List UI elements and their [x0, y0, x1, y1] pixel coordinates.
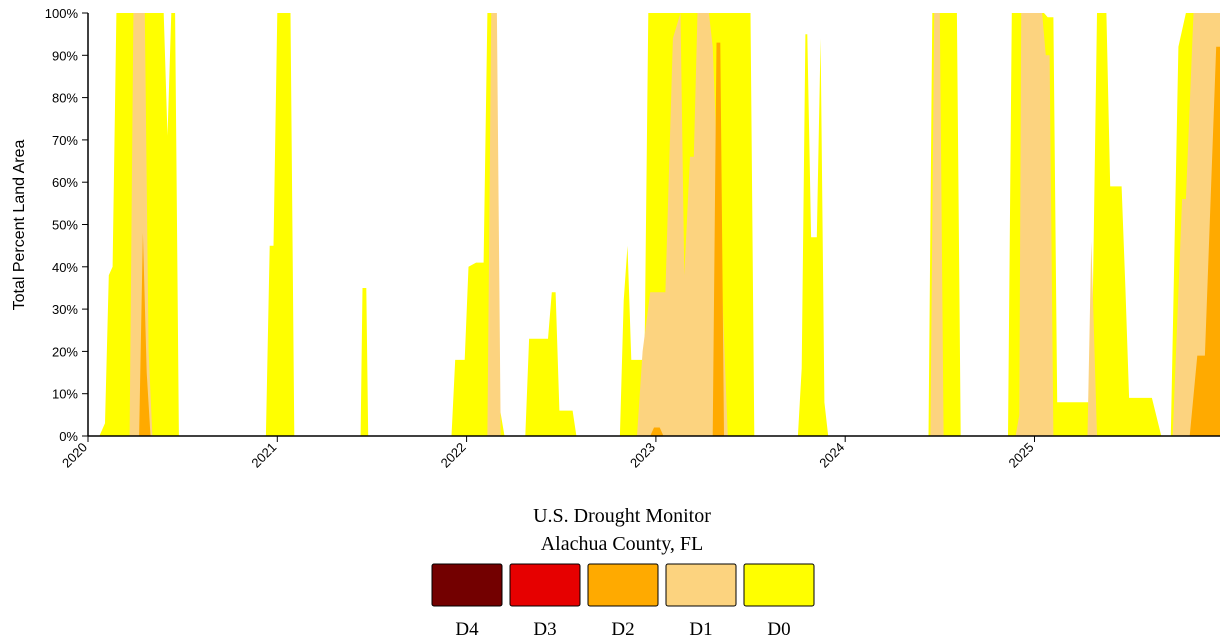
legend-label-d3: D3 [533, 619, 556, 640]
legend-swatch-d0 [743, 563, 815, 607]
legend-swatch-d4 [431, 563, 503, 607]
x-tick-label: 2020 [59, 440, 90, 471]
chart-title: U.S. Drought Monitor [533, 505, 711, 527]
y-tick-label: 70% [52, 133, 78, 148]
y-tick-label: 50% [52, 218, 78, 233]
y-tick-label: 40% [52, 260, 78, 275]
x-tick-label: 2022 [438, 440, 469, 471]
legend-label-d4: D4 [455, 619, 479, 640]
legend-label-d1: D1 [689, 619, 712, 640]
y-axis-label: Total Percent Land Area [11, 140, 28, 311]
x-tick-label: 2024 [816, 440, 847, 471]
y-tick-label: 0% [59, 429, 78, 444]
legend-label-d0: D0 [767, 619, 790, 640]
legend-swatch-d3 [509, 563, 581, 607]
y-tick-label: 100% [45, 6, 79, 21]
legend: D4 D3 D2 D1 D0 [431, 563, 815, 640]
area-d1 [88, 13, 1220, 436]
y-tick-label: 30% [52, 302, 78, 317]
y-tick-label: 80% [52, 91, 78, 106]
chart-subtitle: Alachua County, FL [541, 533, 704, 555]
x-tick-label: 2025 [1006, 440, 1037, 471]
plot-area [88, 13, 1220, 436]
x-tick-label: 2023 [627, 440, 658, 471]
legend-label-d2: D2 [611, 619, 634, 640]
y-tick-label: 90% [52, 48, 78, 63]
legend-swatch-d1 [665, 563, 737, 607]
y-tick-label: 60% [52, 175, 78, 190]
y-tick-label: 10% [52, 387, 78, 402]
y-tick-label: 20% [52, 344, 78, 359]
legend-swatch-d2 [587, 563, 659, 607]
x-tick-label: 2021 [248, 440, 279, 471]
